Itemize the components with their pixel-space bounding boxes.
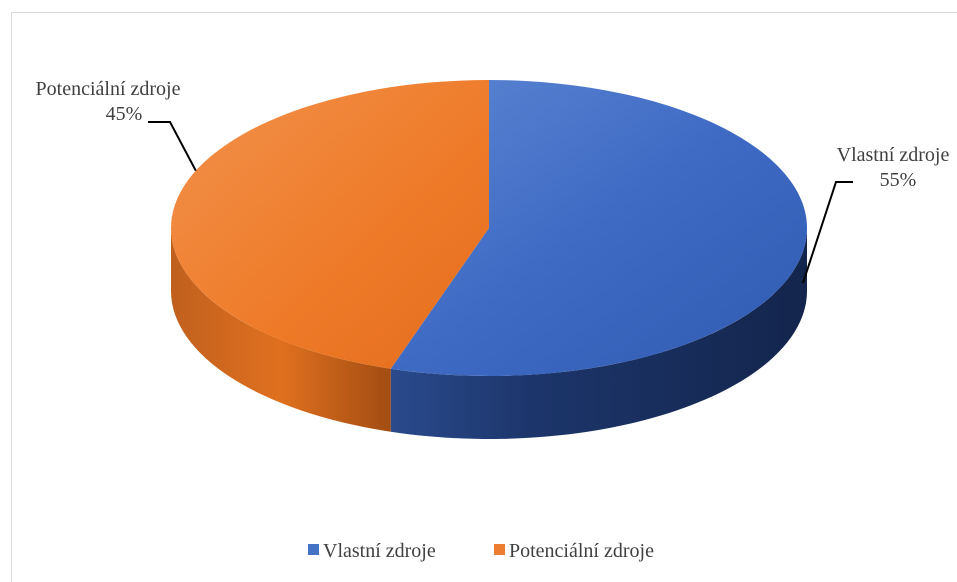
legend-label-potencialni-zdroje: Potenciální zdroje — [509, 540, 654, 562]
legend-item-potencialni-zdroje: Potenciální zdroje — [494, 540, 654, 562]
leader-line-vlastni-zdroje — [802, 181, 853, 284]
pie-slice-vlastni-zdroje — [390, 80, 807, 376]
data-label-category-potencialni-zdroje: Potenciální zdroje — [36, 78, 181, 100]
pie-slice-potencialni-zdroje — [170, 80, 489, 369]
data-label-value-vlastni-zdroje: 55% — [880, 169, 917, 191]
data-label-value-potencialni-zdroje: 45% — [106, 103, 143, 125]
legend-item-vlastni-zdroje: Vlastní zdroje — [308, 540, 436, 562]
pie-side-vlastni-zdroje — [390, 228, 807, 439]
leader-line-potencialni-zdroje — [148, 121, 197, 172]
pie-side-potencialni-zdroje — [171, 228, 391, 432]
legend-swatch-vlastni-zdroje — [308, 544, 319, 555]
data-label-category-vlastni-zdroje: Vlastní zdroje — [837, 144, 950, 166]
legend-swatch-potencialni-zdroje — [494, 544, 505, 555]
legend-label-vlastni-zdroje: Vlastní zdroje — [323, 540, 436, 562]
